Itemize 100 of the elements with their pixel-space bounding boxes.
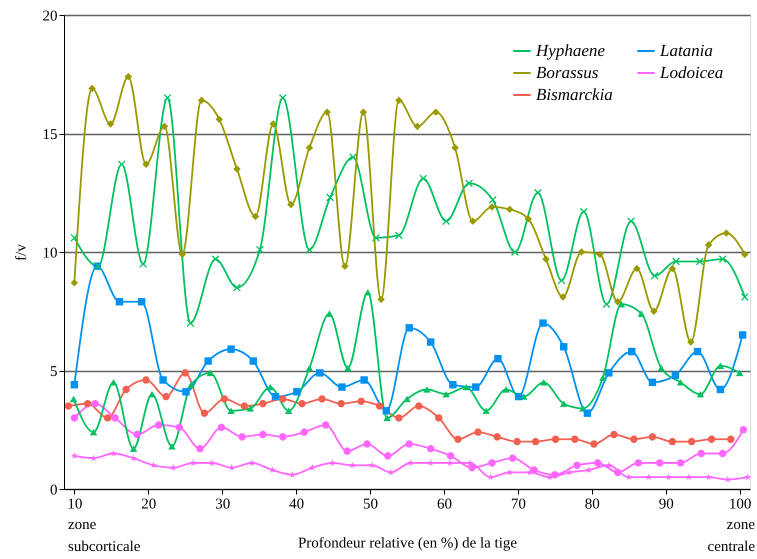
point bbox=[233, 165, 241, 173]
point bbox=[540, 379, 548, 386]
point bbox=[696, 390, 704, 398]
point bbox=[426, 338, 434, 346]
point bbox=[70, 414, 78, 422]
point bbox=[534, 188, 542, 197]
point bbox=[266, 384, 274, 390]
point bbox=[395, 414, 403, 422]
point bbox=[614, 468, 622, 476]
point bbox=[614, 298, 622, 306]
point bbox=[227, 345, 235, 353]
point bbox=[196, 445, 204, 452]
point bbox=[560, 400, 568, 407]
point bbox=[252, 212, 260, 220]
point bbox=[626, 217, 635, 226]
point bbox=[198, 96, 206, 104]
point bbox=[446, 452, 454, 460]
point bbox=[509, 454, 516, 462]
point bbox=[259, 430, 267, 438]
point bbox=[287, 200, 295, 208]
point bbox=[704, 241, 712, 249]
point bbox=[698, 450, 705, 458]
point bbox=[605, 462, 612, 468]
point bbox=[685, 473, 692, 480]
point bbox=[633, 264, 641, 272]
point bbox=[645, 473, 652, 480]
point bbox=[279, 395, 287, 403]
point bbox=[212, 255, 220, 264]
point bbox=[465, 179, 474, 188]
point bbox=[454, 436, 462, 443]
point bbox=[394, 231, 403, 240]
point bbox=[384, 452, 392, 460]
point bbox=[672, 257, 680, 266]
point bbox=[106, 120, 114, 128]
x-tick-label: 90 bbox=[658, 496, 674, 512]
point bbox=[104, 414, 112, 422]
point bbox=[494, 354, 502, 362]
point bbox=[571, 436, 579, 443]
point bbox=[348, 462, 356, 468]
point bbox=[650, 272, 659, 280]
point bbox=[278, 94, 287, 102]
point bbox=[618, 300, 626, 308]
point bbox=[648, 433, 656, 441]
point bbox=[727, 436, 734, 443]
point bbox=[650, 308, 658, 315]
point bbox=[449, 381, 457, 388]
point bbox=[70, 452, 78, 459]
point bbox=[124, 72, 132, 80]
point bbox=[70, 279, 78, 287]
point bbox=[442, 217, 450, 226]
point bbox=[318, 395, 326, 403]
point bbox=[442, 390, 450, 398]
point bbox=[305, 246, 314, 254]
point bbox=[432, 108, 440, 116]
legend-label: Hyphaene bbox=[535, 41, 606, 60]
point bbox=[84, 400, 92, 408]
point bbox=[668, 264, 676, 272]
point bbox=[272, 392, 280, 400]
point bbox=[70, 381, 78, 388]
point bbox=[187, 382, 195, 388]
point bbox=[218, 424, 226, 432]
point bbox=[142, 376, 150, 384]
point bbox=[542, 255, 550, 263]
point bbox=[676, 459, 684, 467]
point bbox=[552, 436, 560, 443]
point bbox=[204, 357, 212, 365]
point bbox=[341, 262, 349, 270]
point bbox=[716, 362, 724, 369]
point bbox=[724, 476, 732, 483]
point bbox=[580, 208, 588, 216]
point bbox=[170, 464, 177, 471]
point bbox=[488, 196, 497, 204]
point bbox=[70, 396, 78, 402]
point bbox=[427, 459, 434, 466]
x-tick-label: 60 bbox=[436, 496, 452, 512]
point bbox=[322, 421, 330, 429]
point bbox=[468, 464, 476, 472]
point bbox=[349, 153, 358, 162]
point bbox=[446, 459, 454, 466]
point bbox=[232, 284, 241, 292]
point bbox=[111, 414, 119, 422]
point bbox=[741, 250, 749, 258]
point bbox=[524, 215, 532, 223]
point bbox=[596, 250, 604, 258]
text: zone subcorticale bbox=[68, 517, 141, 555]
point bbox=[736, 370, 744, 376]
point bbox=[206, 370, 214, 376]
point bbox=[688, 438, 696, 446]
point bbox=[133, 430, 141, 438]
point bbox=[705, 473, 712, 480]
point bbox=[256, 246, 264, 254]
point bbox=[610, 430, 618, 438]
point bbox=[326, 193, 334, 202]
point bbox=[162, 392, 170, 400]
point bbox=[488, 203, 496, 211]
point bbox=[406, 440, 413, 448]
point bbox=[227, 408, 235, 414]
x-tick-label: 80 bbox=[584, 496, 600, 512]
point bbox=[298, 400, 306, 408]
point bbox=[672, 372, 680, 379]
